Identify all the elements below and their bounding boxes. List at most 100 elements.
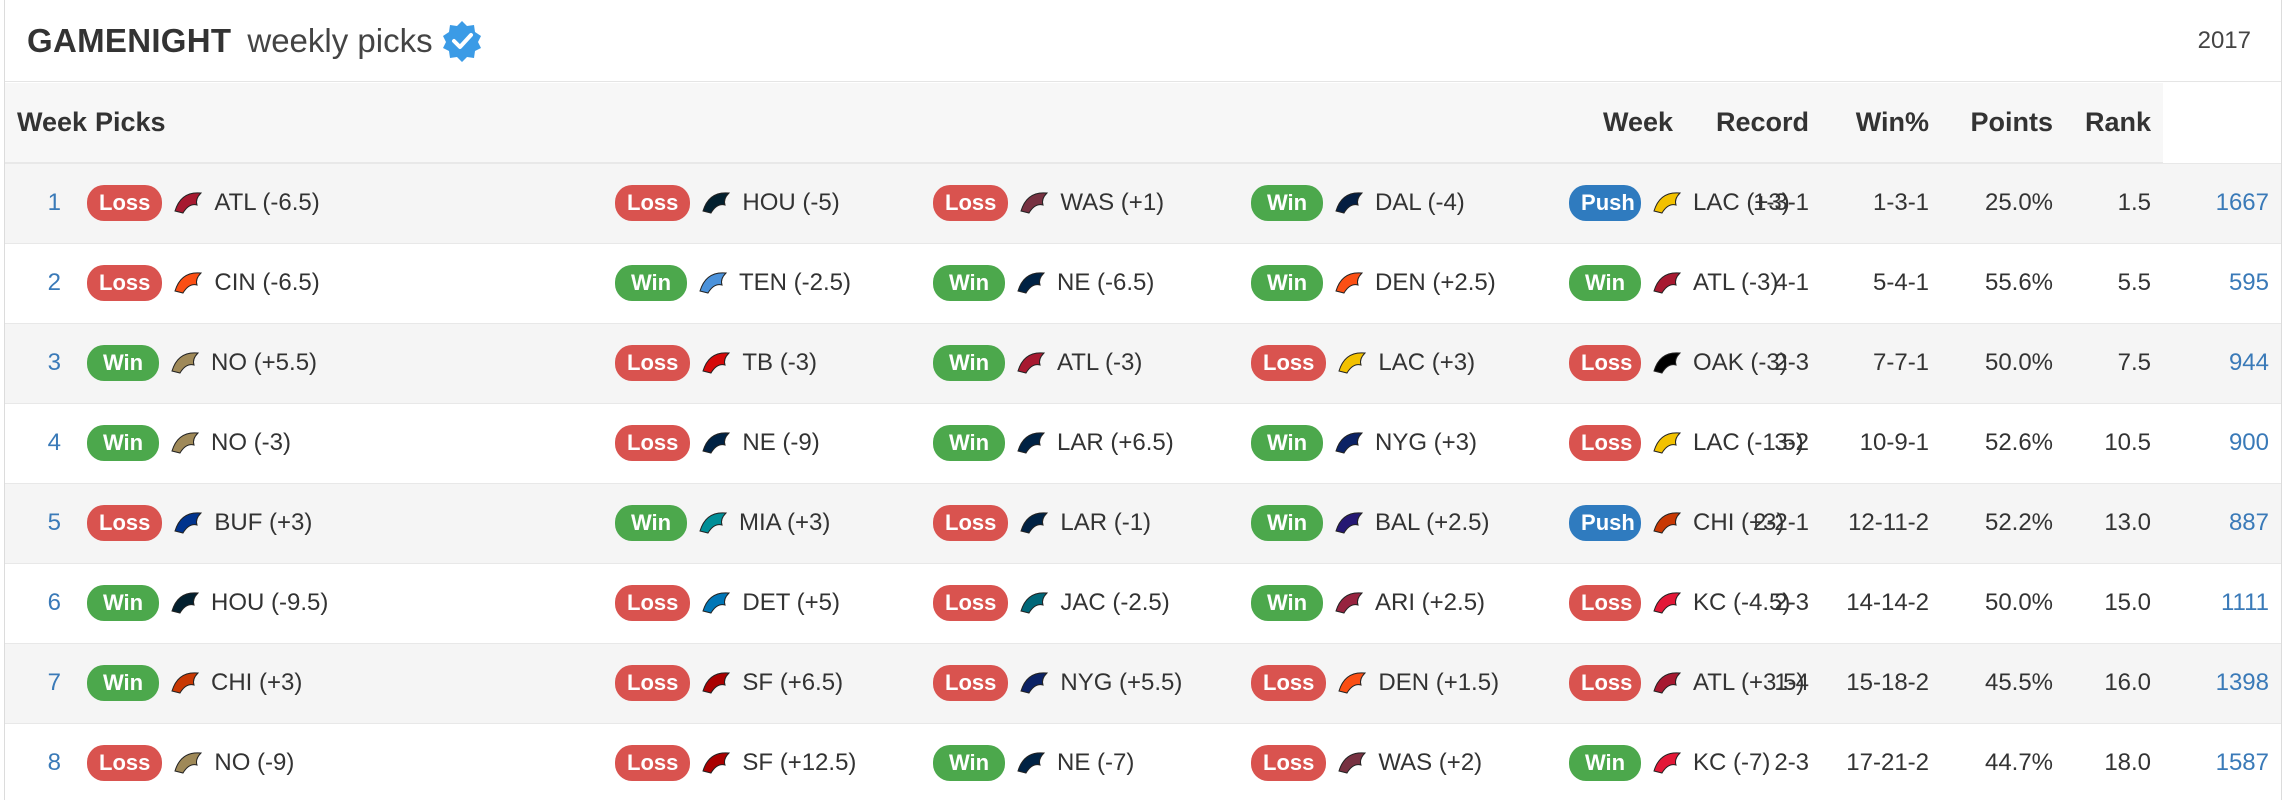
week-link[interactable]: 7 — [5, 642, 83, 723]
pick: Loss OAK (-3) — [1569, 345, 1788, 381]
result-badge: Win — [615, 505, 687, 541]
win-percentage: 45.5% — [1941, 642, 2066, 723]
pick-cell: Win NO (+5.5) — [83, 322, 611, 403]
pick-line: NO (-3) — [211, 429, 291, 456]
team-logo-icon — [1335, 592, 1364, 614]
col-win-pct: Win% — [1821, 83, 1942, 164]
rank-link[interactable]: 1111 — [2163, 562, 2281, 643]
rank-link[interactable]: 1587 — [2163, 722, 2281, 803]
pick: Push CHI (+3) — [1569, 505, 1784, 541]
pick: Win NO (-3) — [87, 425, 611, 461]
team-logo-icon — [1017, 272, 1046, 294]
points-total: 16.0 — [2065, 642, 2164, 723]
pick: Win TEN (-2.5) — [615, 265, 929, 301]
team-logo-icon — [1335, 272, 1364, 294]
rank-link[interactable]: 944 — [2163, 322, 2281, 403]
pick-cell: Loss BUF (+3) — [83, 482, 611, 563]
pick-cell: Win BAL (+2.5) — [1247, 482, 1566, 563]
rank-link[interactable]: 1667 — [2163, 162, 2281, 243]
pick: Win HOU (-9.5) — [87, 585, 611, 621]
week-link[interactable]: 8 — [5, 722, 83, 803]
result-badge: Loss — [1569, 425, 1642, 461]
pick: Win MIA (+3) — [615, 505, 929, 541]
pick-cell: Push CHI (+3) — [1565, 482, 1784, 563]
result-badge: Win — [1569, 265, 1642, 301]
week-link[interactable]: 2 — [5, 242, 83, 323]
pick-line: NE (-9) — [742, 429, 820, 456]
pick: Loss LAC (-1.5) — [1569, 425, 1804, 461]
win-percentage: 52.6% — [1941, 402, 2066, 483]
team-logo-icon — [171, 672, 200, 694]
result-badge: Loss — [615, 345, 691, 381]
verified-badge-icon — [442, 20, 481, 62]
week-link[interactable]: 1 — [5, 162, 83, 243]
result-badge: Push — [1569, 505, 1642, 541]
result-badge: Loss — [933, 585, 1009, 621]
win-percentage: 25.0% — [1941, 162, 2066, 243]
team-logo-icon — [1653, 272, 1682, 294]
rank-link[interactable]: 1398 — [2163, 642, 2281, 723]
pick: Win DEN (+2.5) — [1251, 265, 1565, 301]
pick-cell: Win ATL (-3) — [929, 322, 1247, 403]
pick-cell: Win LAR (+6.5) — [929, 402, 1247, 483]
rank-link[interactable]: 887 — [2163, 482, 2281, 563]
result-badge: Win — [87, 345, 159, 381]
pick: Loss NYG (+5.5) — [933, 665, 1247, 701]
week-record: 3-2 — [1685, 402, 1822, 483]
pick: Loss HOU (-5) — [615, 185, 929, 222]
week-link[interactable]: 4 — [5, 402, 83, 483]
team-logo-icon — [702, 352, 731, 374]
rank-link[interactable]: 595 — [2163, 242, 2281, 323]
result-badge: Loss — [87, 265, 163, 301]
pick-cell: Loss WAS (+2) — [1247, 722, 1566, 803]
season-record: 14-14-2 — [1821, 562, 1942, 643]
pick-cell: Win ARI (+2.5) — [1247, 562, 1566, 643]
pick-line: WAS (+2) — [1378, 749, 1483, 777]
season-record: 5-4-1 — [1821, 242, 1942, 323]
season-record: 7-7-1 — [1821, 322, 1942, 403]
pick: Loss LAR (-1) — [933, 505, 1247, 541]
table-row: 1 Loss ATL (-6.5) Loss HOU (-5) Loss WAS (+1) W… — [5, 162, 2281, 243]
panel-header: GAMENIGHT weekly picks 2017 — [5, 0, 2281, 82]
week-link[interactable]: 3 — [5, 322, 83, 403]
points-total: 18.0 — [2065, 722, 2164, 803]
points-total: 1.5 — [2065, 162, 2164, 243]
team-logo-icon — [1335, 432, 1364, 454]
pick: Win NO (+5.5) — [87, 345, 611, 381]
pick-line: LAC (+3) — [1378, 349, 1476, 376]
result-badge: Loss — [87, 185, 163, 222]
pick-cell: Loss JAC (-2.5) — [929, 562, 1247, 643]
season-record: 1-3-1 — [1821, 162, 1942, 243]
week-link[interactable]: 5 — [5, 482, 83, 563]
pick-cell: Win NE (-6.5) — [929, 242, 1247, 323]
pick: Win BAL (+2.5) — [1251, 505, 1565, 541]
team-logo-icon — [1653, 592, 1682, 614]
week-link[interactable]: 6 — [5, 562, 83, 643]
table-row: 8 Loss NO (-9) Loss SF (+12.5) Win NE (-7) Loss… — [5, 722, 2281, 803]
team-logo-icon — [1020, 192, 1049, 214]
pick-cell: Win DAL (-4) — [1247, 162, 1566, 243]
week-record: 2-3 — [1685, 322, 1822, 403]
result-badge: Win — [1569, 745, 1642, 782]
result-badge: Loss — [933, 505, 1009, 541]
team-logo-icon — [702, 752, 731, 774]
result-badge: Win — [1251, 185, 1323, 222]
pick-line: SF (+6.5) — [742, 669, 844, 696]
panel-subtitle: weekly picks — [247, 21, 433, 59]
result-badge: Loss — [1569, 665, 1642, 701]
win-percentage: 50.0% — [1941, 322, 2066, 403]
week-record: 1-4 — [1685, 642, 1822, 723]
team-logo-icon — [171, 432, 200, 454]
week-record: 2-3 — [1685, 562, 1822, 643]
result-badge: Loss — [933, 665, 1009, 701]
col-week-record: Week — [1565, 83, 1686, 164]
team-logo-icon — [1020, 512, 1049, 534]
pick-cell: Win NO (-3) — [83, 402, 611, 483]
season-record: 15-18-2 — [1821, 642, 1942, 723]
pick: Loss CIN (-6.5) — [87, 265, 611, 301]
rank-link[interactable]: 900 — [2163, 402, 2281, 483]
pick-line: NYG (+5.5) — [1060, 669, 1183, 696]
pick: Loss DET (+5) — [615, 585, 929, 621]
pick-cell: Loss SF (+6.5) — [611, 642, 929, 723]
pick: Win NE (-7) — [933, 745, 1247, 782]
